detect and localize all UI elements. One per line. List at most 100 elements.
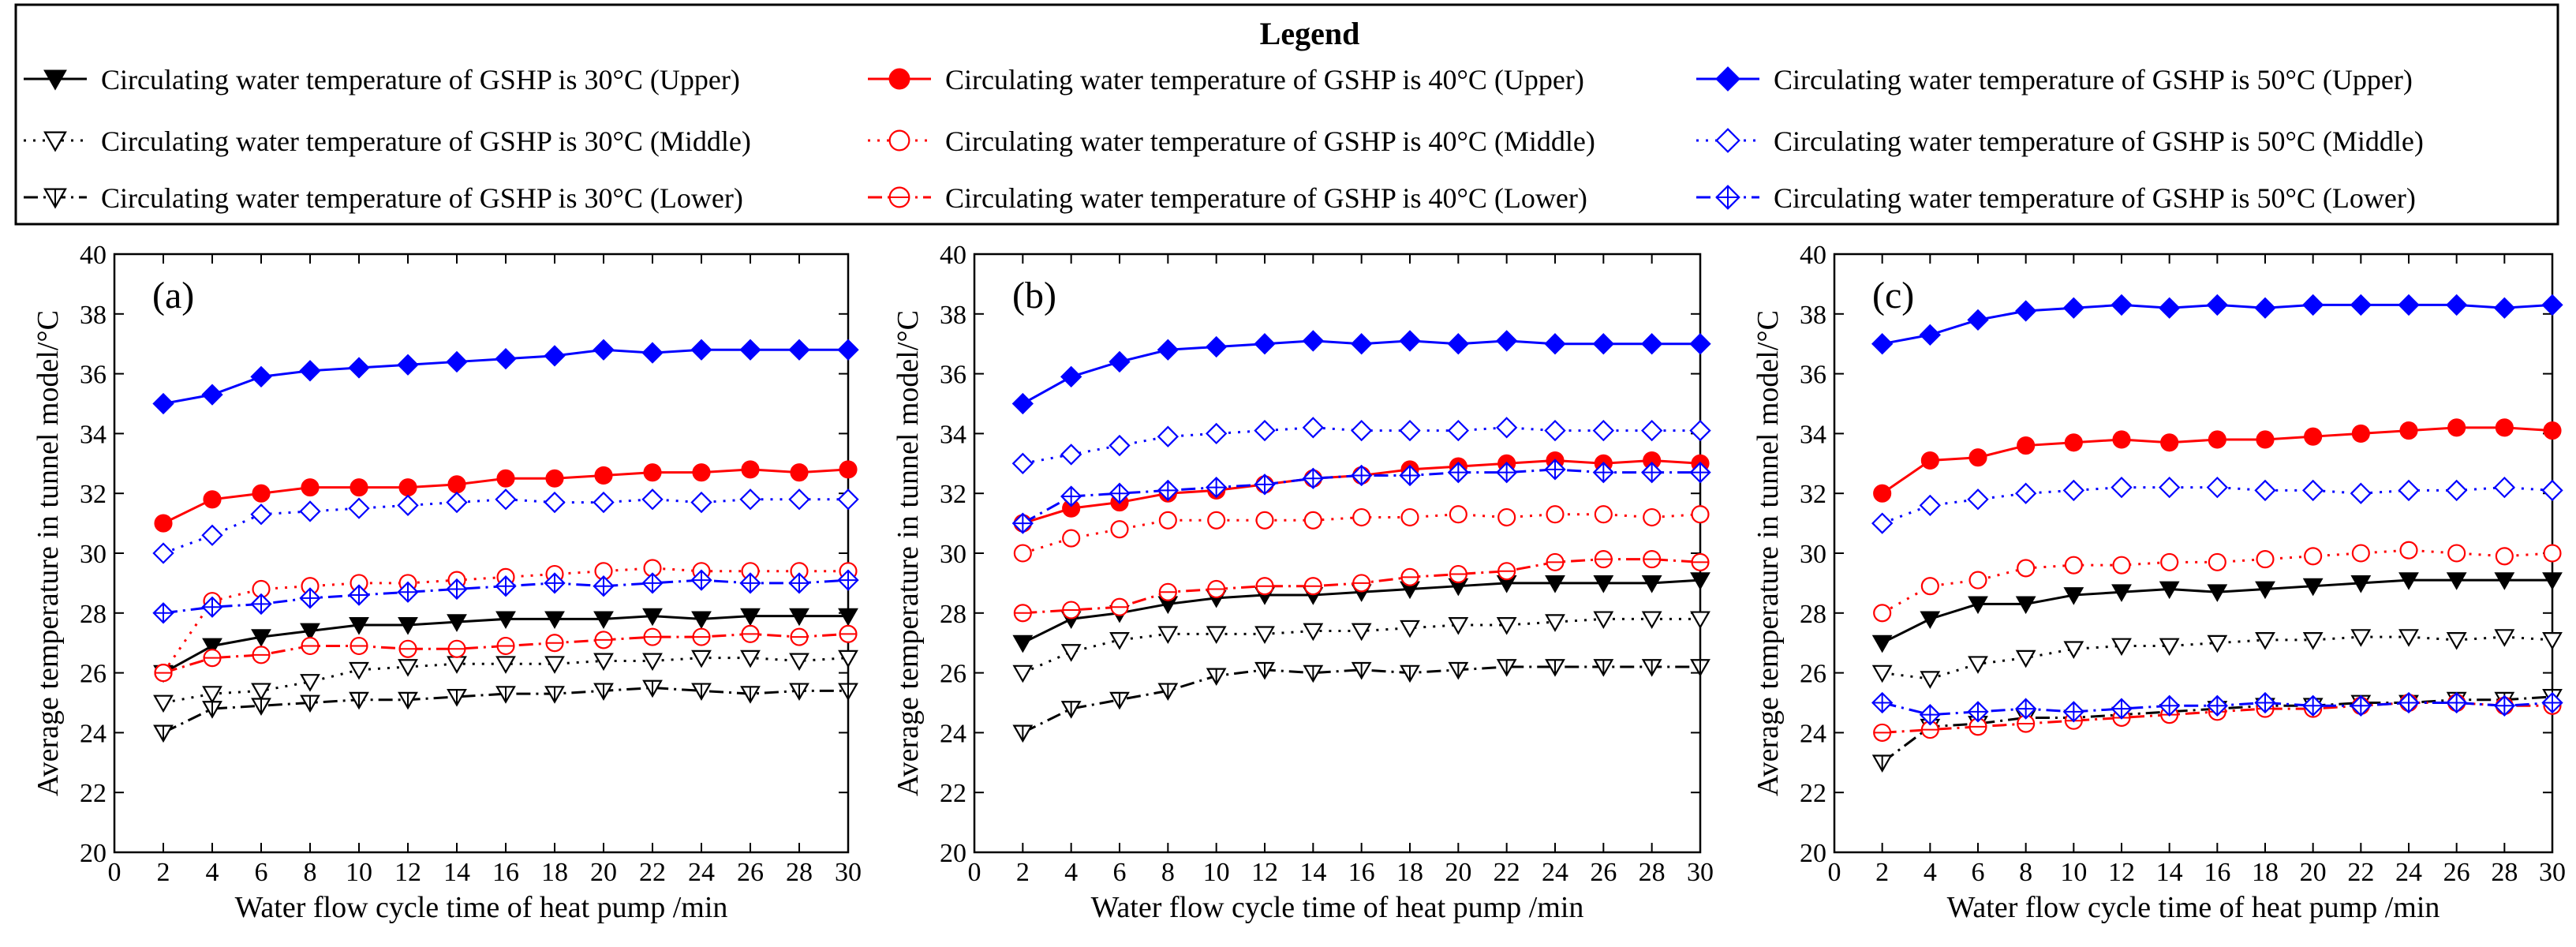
data-point: [1060, 444, 1082, 466]
data-point: [1012, 634, 1034, 653]
data-point: [301, 636, 320, 656]
series: [1011, 330, 1711, 415]
data-point: [1968, 571, 1987, 590]
data-point: [790, 627, 809, 646]
x-tick-label: 28: [2491, 858, 2518, 887]
series-line: [163, 657, 849, 704]
data-point: [2493, 694, 2515, 717]
data-point: [2062, 479, 2084, 502]
data-point: [1448, 617, 1469, 635]
data-point: [2304, 427, 2323, 446]
data-point: [398, 478, 417, 497]
data-point: [2302, 632, 2324, 650]
data-point: [1920, 577, 1939, 596]
data-point: [2112, 556, 2131, 575]
x-tick-label: 18: [1396, 858, 1423, 887]
data-point: [495, 575, 517, 597]
legend-marker: [888, 129, 910, 152]
panel-label: (a): [152, 275, 194, 316]
data-point: [739, 572, 761, 594]
data-point: [1689, 333, 1711, 355]
x-tick-label: 30: [2539, 858, 2566, 887]
legend-entry: Circulating water temperature of GSHP is…: [24, 125, 751, 157]
data-point: [300, 694, 320, 713]
data-point: [1967, 488, 1989, 511]
data-point: [1920, 671, 1941, 689]
data-point: [1967, 701, 1989, 723]
data-point: [1592, 419, 1614, 442]
data-point: [447, 689, 467, 707]
data-point: [1447, 333, 1469, 355]
data-point: [349, 617, 369, 635]
data-point: [1206, 335, 1228, 358]
y-tick-label: 24: [1800, 719, 1826, 748]
data-point: [2111, 584, 2132, 602]
data-point: [2398, 691, 2420, 714]
series: [1013, 550, 1710, 623]
legend: Legend Circulating water temperature of …: [14, 3, 2559, 226]
data-point: [1545, 659, 1565, 677]
data-point: [788, 339, 810, 361]
data-point: [1352, 574, 1371, 593]
data-point: [2447, 544, 2466, 563]
data-point: [1448, 661, 1469, 680]
data-point: [1641, 419, 1663, 442]
x-axis-label: Water flow cycle time of heat pump /min: [235, 891, 728, 924]
data-point: [2399, 421, 2418, 440]
data-point: [544, 656, 565, 674]
data-point: [690, 339, 712, 361]
x-tick-label: 12: [2108, 858, 2135, 887]
data-point: [2302, 479, 2324, 502]
data-point: [2256, 550, 2275, 569]
data-point: [1157, 339, 1179, 361]
data-point: [1109, 632, 1130, 650]
data-point: [2446, 294, 2468, 316]
data-point: [1303, 511, 1322, 530]
series: [153, 649, 858, 713]
data-point: [398, 639, 417, 658]
y-tick-label: 32: [80, 480, 107, 509]
data-point: [641, 342, 664, 364]
y-tick-label: 40: [80, 241, 107, 270]
data-point: [1158, 582, 1177, 601]
data-point: [1447, 462, 1469, 484]
data-point: [1399, 464, 1421, 487]
data-point: [740, 649, 761, 668]
data-point: [1496, 417, 1518, 439]
data-point: [1497, 562, 1516, 581]
data-point: [691, 649, 712, 668]
data-point: [2062, 701, 2084, 723]
data-point: [350, 636, 368, 656]
y-tick-label: 34: [1800, 420, 1826, 449]
legend-entry: Circulating water temperature of GSHP is…: [868, 182, 1587, 214]
data-point: [1544, 333, 1566, 355]
data-point: [544, 686, 565, 704]
x-tick-label: 24: [688, 858, 715, 887]
data-point: [1594, 550, 1613, 569]
data-point: [154, 514, 173, 533]
y-axis-label: Average temperature in tunnel model/°C: [892, 310, 925, 796]
y-tick-label: 22: [1800, 779, 1826, 808]
data-point: [152, 392, 174, 415]
data-point: [1011, 452, 1034, 474]
data-point: [2111, 698, 2133, 720]
data-point: [2159, 694, 2181, 717]
x-tick-label: 0: [1828, 858, 1841, 887]
y-tick-label: 22: [80, 779, 107, 808]
data-point: [2398, 294, 2420, 316]
data-point: [1871, 634, 1893, 653]
data-point: [2206, 694, 2228, 717]
data-point: [2447, 418, 2466, 437]
data-point: [2254, 297, 2276, 319]
data-point: [348, 357, 370, 379]
data-point: [1109, 691, 1130, 710]
data-point: [593, 653, 614, 672]
data-point: [1593, 575, 1614, 593]
data-point: [1873, 604, 1892, 623]
data-point: [1400, 567, 1419, 586]
data-point: [2111, 638, 2132, 657]
data-point: [1643, 550, 1662, 569]
data-point: [642, 608, 663, 627]
data-point: [2015, 649, 2036, 668]
